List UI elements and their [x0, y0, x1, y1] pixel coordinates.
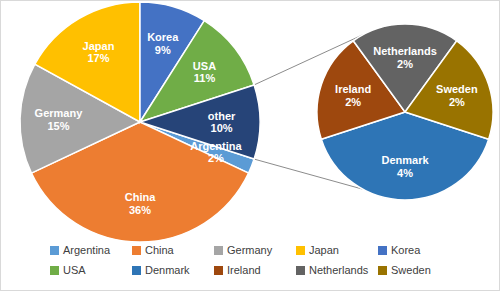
data-label-name: USA — [193, 60, 216, 72]
data-label-name: Korea — [147, 31, 179, 43]
data-label-value: 17% — [87, 52, 109, 64]
data-label-name: Ireland — [335, 83, 371, 95]
data-label-name: China — [125, 191, 156, 203]
legend-swatch — [132, 266, 141, 275]
chart-border — [1, 1, 500, 291]
chart: Argentina2%China36%Germany15%Japan17%Kor… — [0, 0, 500, 291]
legend-item: Germany — [214, 244, 273, 256]
data-label-value: 10% — [211, 122, 233, 134]
legend-label: Argentina — [63, 244, 111, 256]
legend-label: Korea — [391, 244, 421, 256]
data-label: USA11% — [193, 60, 216, 85]
data-label: Ireland2% — [335, 83, 371, 108]
legend-swatch — [378, 246, 387, 255]
legend-swatch — [378, 266, 387, 275]
data-label: other10% — [208, 110, 236, 135]
legend-item: Netherlands — [296, 264, 369, 276]
data-label: Germany15% — [35, 107, 84, 132]
legend-swatch — [296, 246, 305, 255]
legend-label: Germany — [227, 244, 273, 256]
legend-item: Denmark — [132, 264, 190, 276]
data-label-value: 2% — [397, 58, 413, 70]
data-label-value: 2% — [449, 96, 465, 108]
legend-item: Ireland — [214, 264, 261, 276]
legend-swatch — [50, 246, 59, 255]
data-label: Korea9% — [147, 31, 179, 56]
data-label: Japan17% — [83, 40, 115, 65]
data-label-value: 9% — [155, 44, 171, 56]
legend-swatch — [132, 246, 141, 255]
legend-item: Japan — [296, 244, 339, 256]
data-label-value: 15% — [47, 120, 69, 132]
data-label-name: Sweden — [436, 83, 478, 95]
data-label: Argentina2% — [190, 140, 242, 165]
data-label: Sweden2% — [436, 83, 478, 108]
legend-label: Japan — [309, 244, 339, 256]
data-label-name: Netherlands — [373, 45, 437, 57]
data-label-name: Japan — [83, 40, 115, 52]
legend-swatch — [214, 266, 223, 275]
data-label-value: 4% — [397, 167, 413, 179]
data-label: Netherlands2% — [373, 45, 437, 70]
data-label-name: Germany — [35, 107, 84, 119]
legend-item: USA — [50, 264, 86, 276]
data-label: Denmark4% — [381, 154, 429, 179]
legend-item: Sweden — [378, 264, 431, 276]
data-label-value: 36% — [129, 204, 151, 216]
data-label-name: Argentina — [190, 140, 242, 152]
pie-slice — [35, 2, 140, 122]
legend-label: Netherlands — [309, 264, 369, 276]
legend-item: China — [132, 244, 175, 256]
legend-label: Sweden — [391, 264, 431, 276]
data-label-value: 11% — [194, 72, 216, 84]
legend-label: USA — [63, 264, 86, 276]
data-label: China36% — [125, 191, 156, 216]
main-pie: Argentina2% China36% Germany15% Japan17% Kor… — [20, 2, 260, 242]
legend-label: China — [145, 244, 175, 256]
legend-label: Ireland — [227, 264, 261, 276]
sub-pie: Denmark4%Ireland2%Netherlands2%Sweden2% — [317, 24, 493, 200]
data-label-value: 2% — [345, 96, 361, 108]
data-label-value: 2% — [208, 152, 224, 164]
legend-label: Denmark — [145, 264, 190, 276]
legend-swatch — [296, 266, 305, 275]
legend: Argentina China Germany Japan Korea USA Denmar… — [50, 244, 431, 276]
data-label-name: Denmark — [381, 154, 429, 166]
legend-item: Argentina — [50, 244, 111, 256]
legend-swatch — [50, 266, 59, 275]
legend-item: Korea — [378, 244, 421, 256]
data-label-name: other — [208, 110, 236, 122]
legend-swatch — [214, 246, 223, 255]
other-slice — [140, 85, 260, 159]
